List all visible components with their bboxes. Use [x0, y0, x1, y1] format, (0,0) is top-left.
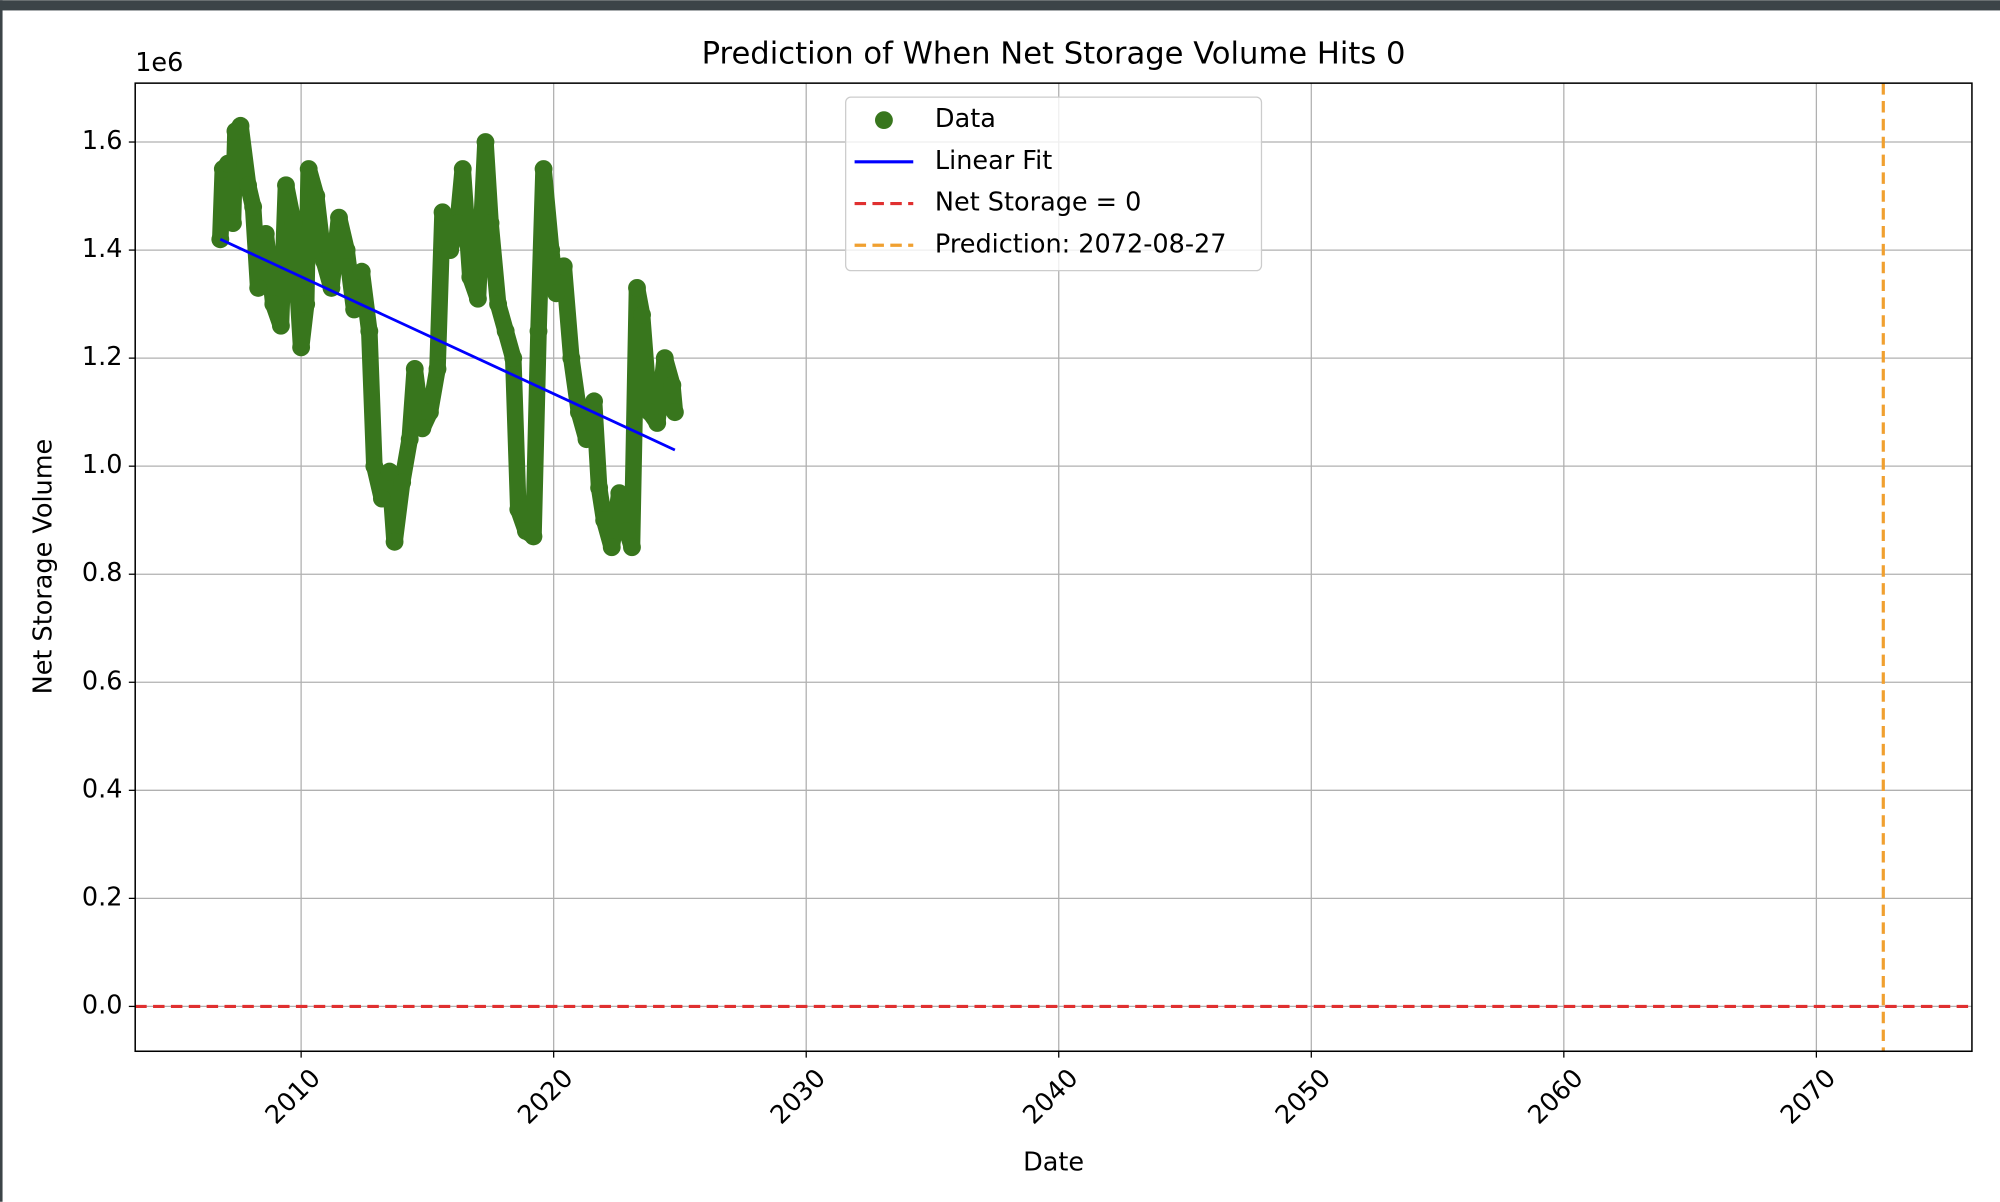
data-point [400, 430, 419, 449]
plot-frame [134, 82, 1973, 1053]
y-tick-label: 0.6 [82, 666, 123, 696]
y-tick-label: 1.0 [82, 450, 123, 480]
x-tick-label: 2020 [512, 1063, 579, 1130]
x-tick-label: 2070 [1775, 1063, 1842, 1130]
data-point [264, 295, 283, 314]
data-point [441, 241, 460, 260]
x-tick-label: 2030 [765, 1063, 832, 1130]
data-point [585, 392, 604, 411]
legend: Data Linear Fit Net Storage = 0 Prediction:… [845, 96, 1263, 272]
legend-label: Data [935, 104, 996, 134]
data-point [590, 478, 609, 497]
data-point [489, 295, 508, 314]
x-tick-label: 2010 [260, 1063, 327, 1130]
data-point [380, 462, 399, 481]
data-point [249, 278, 268, 297]
data-point [481, 214, 500, 232]
y-tick-label: 0.8 [82, 558, 123, 588]
x-axis-label: Date [1023, 1147, 1084, 1177]
data-point [330, 208, 348, 227]
legend-label: Linear Fit [935, 146, 1052, 176]
data-point [542, 241, 561, 260]
data-point [509, 500, 528, 519]
plot-marks [135, 83, 1972, 1052]
y-tick-label: 0.0 [82, 990, 123, 1020]
y-offset-label: 1e6 [135, 48, 183, 78]
data-point [413, 419, 432, 438]
data-point [595, 511, 614, 530]
data-point [453, 160, 472, 178]
data-point [314, 251, 333, 270]
data-point [385, 532, 404, 551]
y-axis-label: Net Storage Volume [29, 439, 59, 695]
data-point [433, 203, 452, 222]
legend-label: Prediction: 2072-08-27 [935, 229, 1227, 259]
data-point [244, 197, 263, 216]
data-point [663, 376, 682, 395]
data-point [461, 268, 480, 287]
data-point [428, 360, 447, 378]
data-point [297, 295, 316, 314]
data-point [360, 322, 379, 341]
data-point [299, 160, 318, 178]
data-point [277, 176, 295, 195]
data-point [529, 322, 548, 341]
x-tick-label: 2060 [1522, 1063, 1589, 1130]
data-point [602, 538, 621, 557]
data-point [373, 489, 391, 508]
data-point [256, 224, 275, 243]
data-point [271, 316, 290, 335]
data-point [420, 403, 439, 422]
y-tick-label: 1.6 [82, 126, 123, 156]
data-point [628, 278, 646, 297]
data-point [633, 305, 651, 324]
x-tick-label: 2050 [1270, 1063, 1337, 1130]
data-point [524, 527, 543, 546]
fit-line [219, 237, 676, 452]
data-point [610, 484, 629, 503]
data-point [648, 414, 667, 432]
data-point [352, 262, 371, 281]
data-point [239, 176, 258, 195]
data-point [231, 116, 250, 135]
data-point [307, 187, 326, 205]
data-point [218, 154, 237, 173]
legend-box [845, 96, 1263, 272]
window-border [0, 0, 3, 1202]
data-point [655, 349, 674, 368]
data-point [617, 522, 636, 540]
x-tick-label: 2040 [1017, 1063, 1084, 1130]
data-point [345, 300, 364, 319]
y-tick-label: 0.4 [82, 774, 123, 804]
data-point [448, 214, 467, 232]
data-point [292, 338, 311, 357]
y-tick-label: 1.4 [82, 234, 123, 264]
data-point [393, 473, 412, 492]
data-point [476, 133, 495, 151]
data-point [468, 289, 487, 308]
legend-swatch [875, 111, 893, 130]
data-point [284, 214, 303, 232]
data-point [554, 257, 573, 276]
data-point [337, 241, 356, 260]
y-tick-label: 0.2 [82, 882, 123, 912]
data-point [562, 349, 581, 368]
data-point [365, 457, 384, 476]
data-point [623, 538, 641, 557]
legend-label: Net Storage = 0 [935, 188, 1141, 218]
window-bar [0, 0, 2000, 11]
data-point [534, 160, 553, 178]
data-point [577, 430, 596, 449]
chart-title: Prediction of When Net Storage Volume Hi… [702, 37, 1406, 72]
data-point [496, 322, 515, 341]
data-point [504, 349, 523, 368]
y-tick-label: 1.2 [82, 342, 123, 372]
data-point [224, 214, 242, 232]
data-point [665, 403, 684, 422]
data-point [405, 360, 424, 378]
data-point [547, 284, 566, 303]
